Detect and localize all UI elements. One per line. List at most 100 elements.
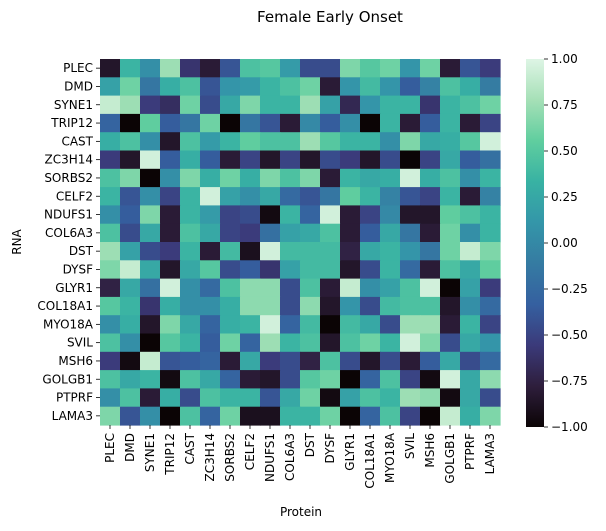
heatmap-cell — [120, 333, 141, 353]
heatmap-cell — [160, 168, 181, 188]
heatmap-cell — [340, 95, 361, 115]
heatmap-cell — [320, 333, 341, 353]
heatmap-cell — [300, 223, 321, 243]
y-tick-label: CELF2 — [56, 189, 93, 203]
heatmap-cell — [380, 333, 401, 353]
heatmap-cell — [220, 77, 241, 97]
heatmap-cell — [220, 406, 241, 426]
heatmap-cell — [320, 168, 341, 188]
heatmap-cell — [260, 370, 281, 389]
heatmap-cell — [360, 113, 381, 133]
heatmap-cell — [340, 260, 361, 280]
y-tick-label: MYO18A — [43, 317, 94, 331]
heatmap-cells — [100, 59, 501, 426]
heatmap-cell — [160, 223, 181, 243]
heatmap-cell — [320, 351, 341, 371]
heatmap-cell — [200, 77, 221, 97]
y-tick-label: GOLGB1 — [42, 372, 93, 386]
heatmap-cell — [300, 150, 321, 170]
heatmap-cell — [440, 370, 461, 389]
heatmap-cell — [420, 388, 441, 408]
y-tick-label: NDUFS1 — [44, 208, 93, 222]
heatmap-cell — [200, 242, 221, 261]
heatmap-cell — [480, 59, 501, 78]
x-tick-label: SYNE1 — [143, 433, 157, 472]
heatmap-cell — [200, 223, 221, 243]
heatmap-cell — [280, 388, 301, 408]
heatmap-cell — [420, 333, 441, 353]
heatmap-cell — [160, 315, 181, 335]
colorbar-tick-label: −0.50 — [551, 328, 588, 342]
heatmap-cell — [460, 406, 481, 426]
heatmap-cell — [140, 296, 161, 316]
heatmap-cell — [260, 187, 281, 206]
heatmap-cell — [280, 351, 301, 371]
heatmap-cell — [140, 223, 161, 243]
heatmap-cell — [440, 242, 461, 261]
heatmap-cell — [140, 77, 161, 97]
heatmap-cell — [180, 333, 201, 353]
heatmap-cell — [300, 95, 321, 115]
heatmap-cell — [220, 296, 241, 316]
heatmap-cell — [160, 113, 181, 133]
heatmap-cell — [460, 333, 481, 353]
heatmap-cell — [480, 242, 501, 261]
heatmap-cell — [200, 132, 221, 152]
heatmap-cell — [160, 77, 181, 97]
heatmap-cell — [380, 77, 401, 97]
heatmap-cell — [300, 370, 321, 389]
heatmap-cell — [360, 187, 381, 206]
heatmap-cell — [460, 315, 481, 335]
heatmap-cell — [420, 406, 441, 426]
heatmap-cell — [100, 242, 121, 261]
heatmap-cell — [180, 168, 201, 188]
heatmap-cell — [260, 132, 281, 152]
heatmap-cell — [420, 370, 441, 389]
heatmap-cell — [360, 315, 381, 335]
heatmap-cell — [400, 370, 421, 389]
heatmap-cell — [440, 296, 461, 316]
heatmap-cell — [360, 168, 381, 188]
heatmap-cell — [200, 315, 221, 335]
heatmap-cell — [480, 150, 501, 170]
heatmap-cell — [420, 296, 441, 316]
heatmap-cell — [160, 187, 181, 206]
heatmap-cell — [240, 223, 261, 243]
heatmap-cell — [480, 113, 501, 133]
heatmap-cell — [160, 296, 181, 316]
heatmap-cell — [360, 296, 381, 316]
heatmap-cell — [180, 370, 201, 389]
heatmap-cell — [400, 95, 421, 115]
heatmap-cell — [240, 168, 261, 188]
heatmap-cell — [100, 59, 121, 78]
heatmap-cell — [180, 406, 201, 426]
heatmap-cell — [380, 370, 401, 389]
heatmap-cell — [240, 242, 261, 261]
y-tick-label: LAMA3 — [52, 409, 93, 423]
heatmap-cell — [180, 205, 201, 225]
heatmap-cell — [140, 168, 161, 188]
heatmap-cell — [160, 351, 181, 371]
heatmap-cell — [420, 205, 441, 225]
heatmap-cell — [340, 223, 361, 243]
heatmap-cell — [100, 132, 121, 152]
heatmap-cell — [160, 205, 181, 225]
heatmap-cell — [140, 315, 161, 335]
heatmap-cell — [220, 59, 241, 78]
heatmap-cell — [280, 168, 301, 188]
heatmap-cell — [380, 168, 401, 188]
heatmap-cell — [180, 388, 201, 408]
heatmap-cell — [200, 406, 221, 426]
heatmap-cell — [300, 406, 321, 426]
heatmap-cell — [320, 370, 341, 389]
y-tick-label: ZC3H14 — [44, 153, 93, 167]
heatmap-cell — [240, 315, 261, 335]
heatmap-cell — [220, 205, 241, 225]
heatmap-cell — [460, 388, 481, 408]
heatmap-cell — [480, 351, 501, 371]
x-tick-label: CAST — [183, 432, 197, 464]
heatmap-cell — [480, 388, 501, 408]
heatmap-cell — [180, 150, 201, 170]
heatmap-cell — [260, 333, 281, 353]
heatmap-cell — [120, 315, 141, 335]
